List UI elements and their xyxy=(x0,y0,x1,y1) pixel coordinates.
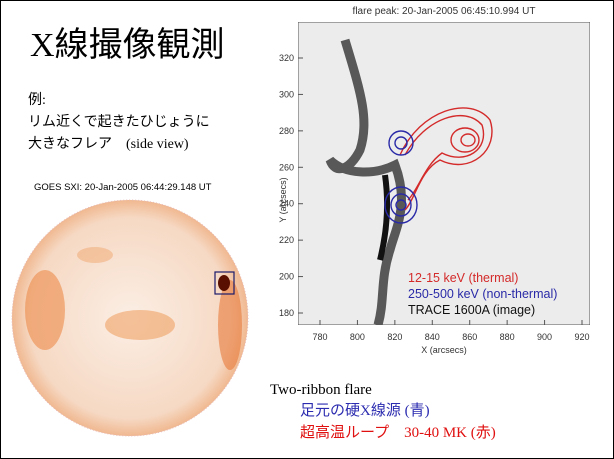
x-tick-label: 820 xyxy=(387,332,402,342)
x-tick-label: 840 xyxy=(425,332,440,342)
notes-heading: Two-ribbon flare xyxy=(270,382,372,398)
x-tick-label: 920 xyxy=(574,332,589,342)
example-line: 大きなフレア (side view) xyxy=(28,136,189,152)
y-axis-label: Y (arcsecs) xyxy=(278,177,288,222)
y-tick-label: 240 xyxy=(279,199,294,209)
y-tick-label: 320 xyxy=(279,53,294,63)
x-axis-label: X (arcsecs) xyxy=(421,345,467,355)
legend-entry: 250-500 keV (non-thermal) xyxy=(408,287,557,301)
example-line: リム近くで起きたひじょうに xyxy=(28,114,210,130)
y-tick-label: 200 xyxy=(279,272,294,282)
notes-line: 超高温ループ 30-40 MK (赤) xyxy=(300,424,496,441)
active-region xyxy=(105,310,175,340)
active-region xyxy=(77,247,113,263)
x-tick-label: 800 xyxy=(350,332,365,342)
legend-entry: TRACE 1600A (image) xyxy=(408,303,535,317)
slide-title: X線撮像観測 xyxy=(30,26,225,64)
notes-line: 足元の硬X線源 (青) xyxy=(300,402,430,419)
y-tick-label: 280 xyxy=(279,126,294,136)
example-label: 例: xyxy=(28,92,46,108)
sun-image xyxy=(11,199,249,437)
active-region xyxy=(218,280,242,370)
x-tick-label: 880 xyxy=(500,332,515,342)
x-tick-label: 900 xyxy=(537,332,552,342)
flare-core xyxy=(218,275,230,291)
y-tick-label: 220 xyxy=(279,235,294,245)
goes-caption: GOES SXI: 20-Jan-2005 06:44:29.148 UT xyxy=(34,182,212,193)
x-tick-label: 860 xyxy=(462,332,477,342)
y-tick-label: 300 xyxy=(279,89,294,99)
flare-box xyxy=(214,271,235,295)
active-region xyxy=(25,270,65,350)
legend-entry: 12-15 keV (thermal) xyxy=(408,271,518,285)
y-tick-label: 180 xyxy=(279,308,294,318)
figure-title: flare peak: 20-Jan-2005 06:45:10.994 UT xyxy=(353,6,536,17)
x-tick-label: 780 xyxy=(312,332,327,342)
y-tick-label: 260 xyxy=(279,162,294,172)
trace-image xyxy=(298,22,590,325)
